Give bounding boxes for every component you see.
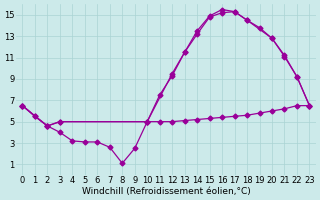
X-axis label: Windchill (Refroidissement éolien,°C): Windchill (Refroidissement éolien,°C)	[82, 187, 250, 196]
